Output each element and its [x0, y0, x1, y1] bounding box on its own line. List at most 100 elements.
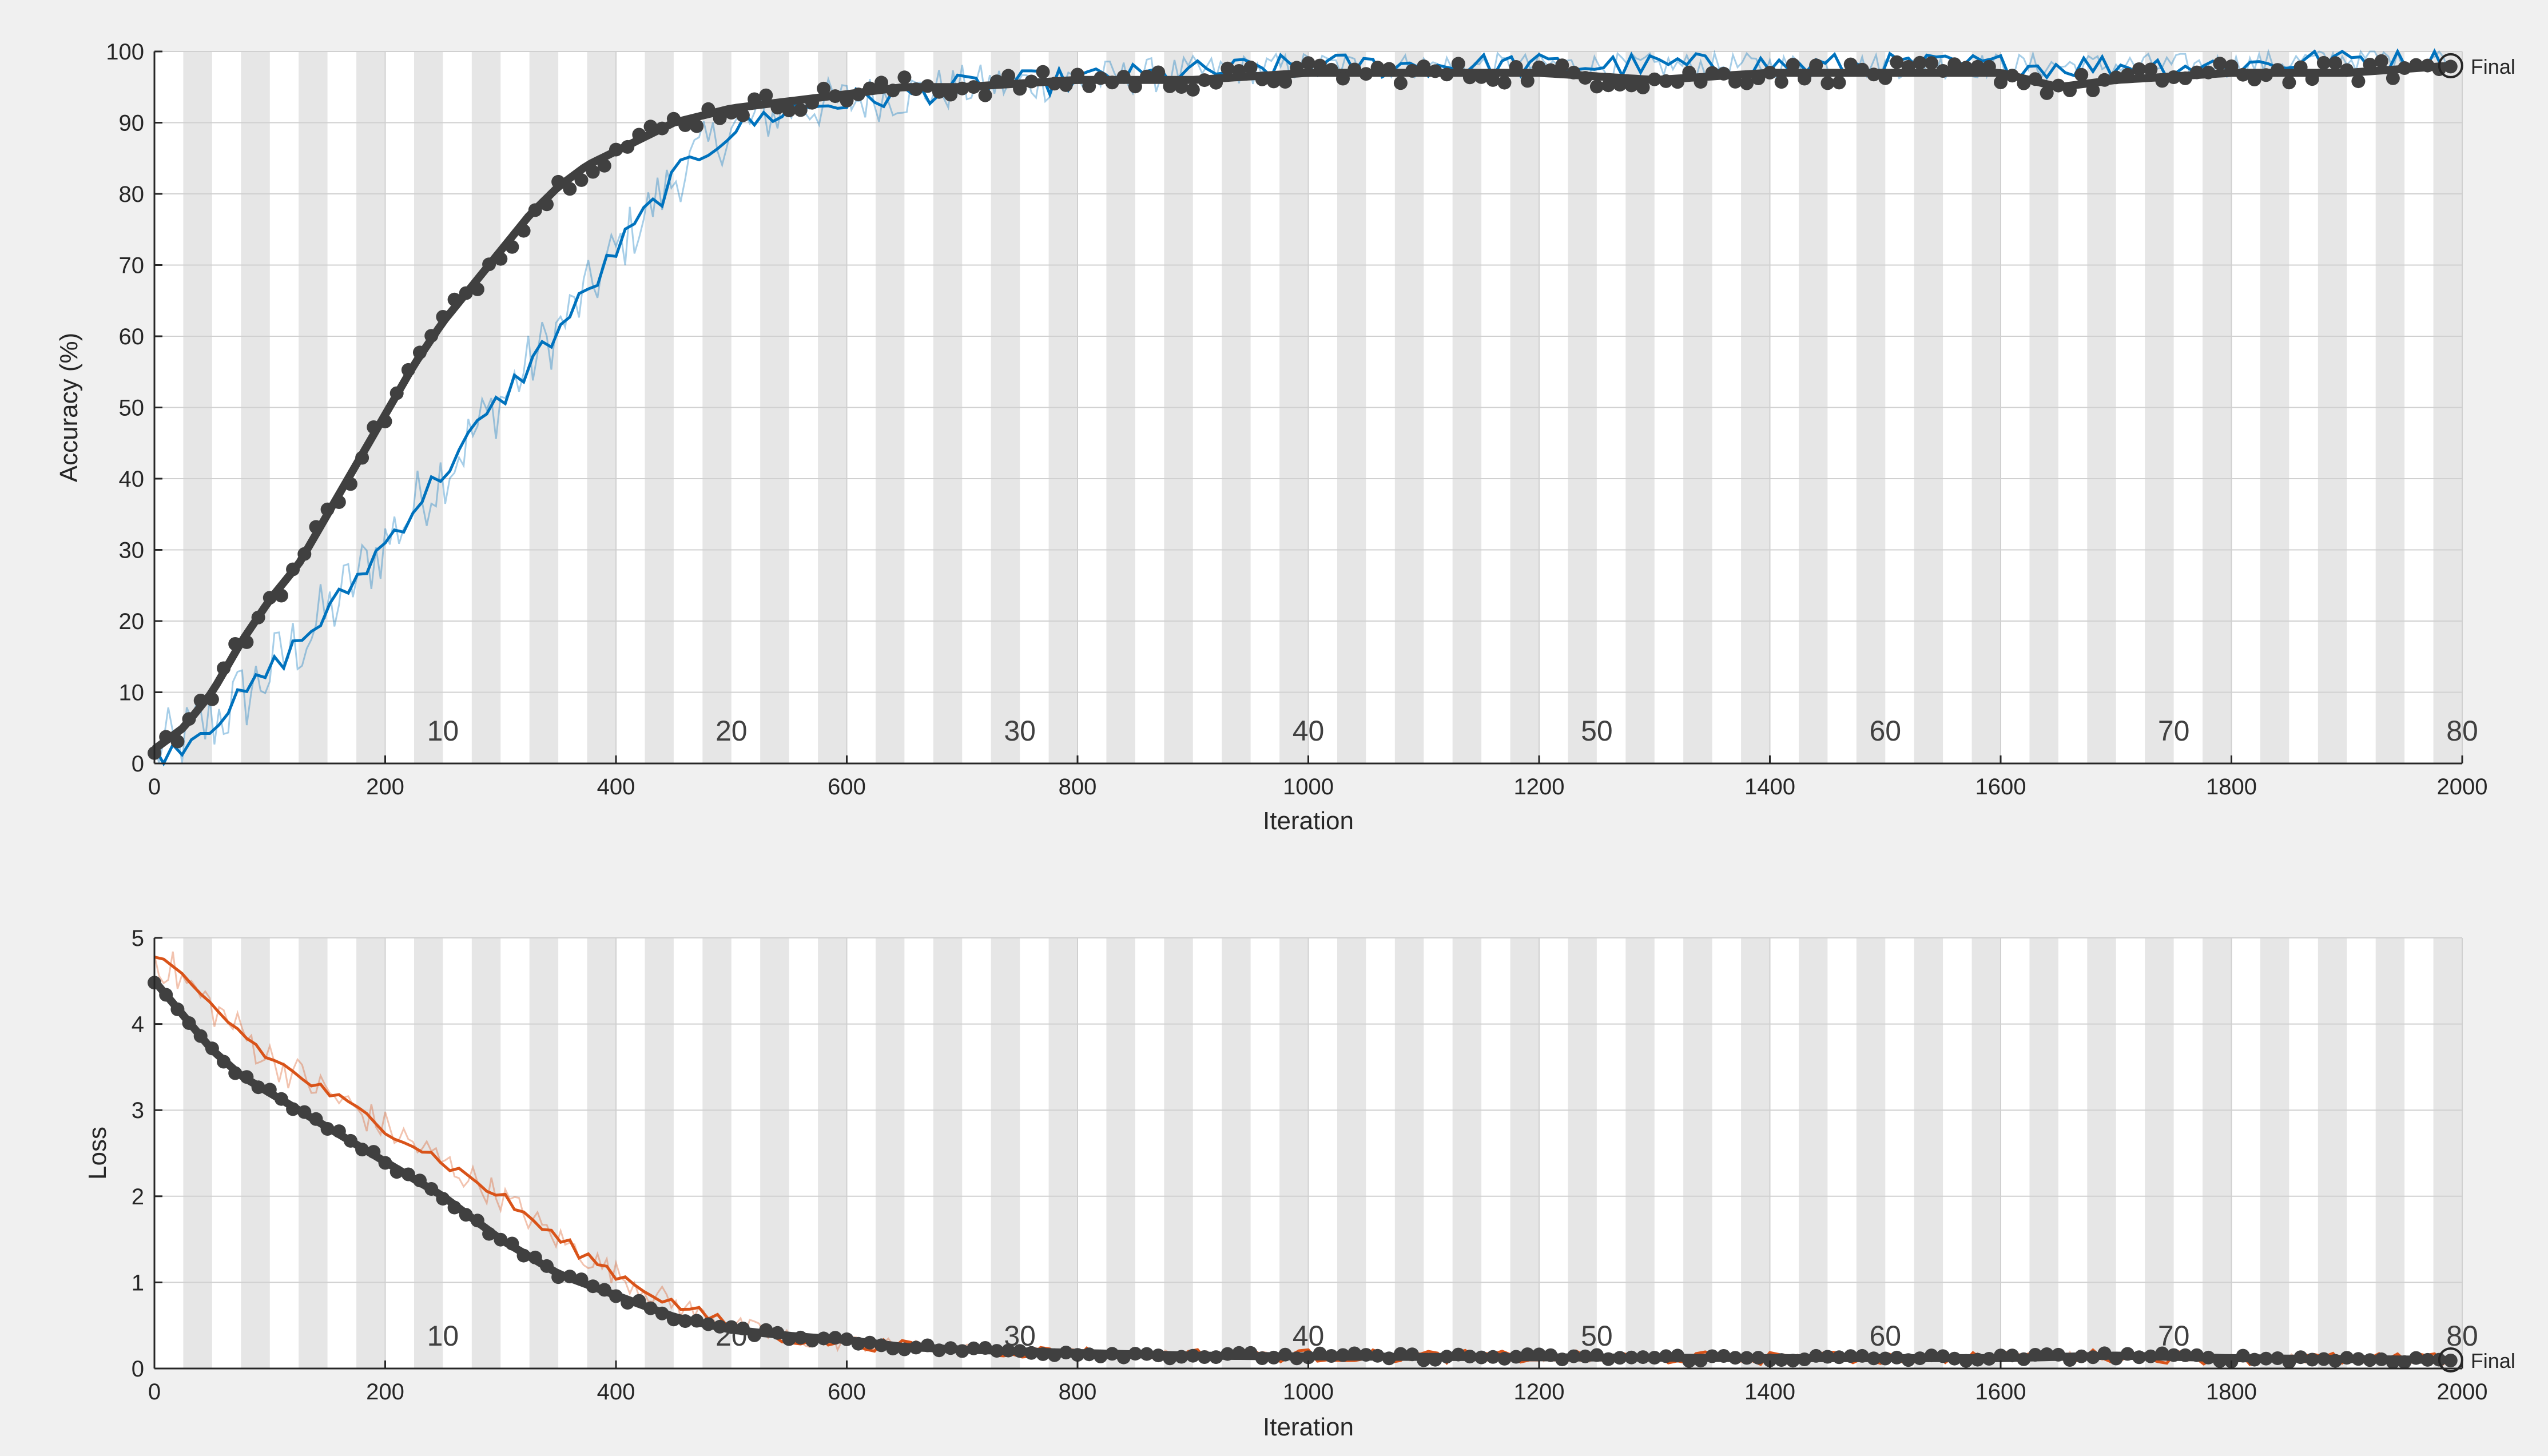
validation-loss-point: [989, 1344, 1004, 1358]
loss-epoch-band: [1741, 938, 1770, 1369]
validation-loss-point: [586, 1279, 600, 1294]
validation-accuracy-point: [1313, 58, 1327, 73]
loss-epoch-band: [702, 938, 732, 1369]
accuracy-x-tick-label: 1800: [2206, 774, 2257, 799]
validation-accuracy-point: [886, 83, 900, 98]
validation-loss-point: [2328, 1354, 2343, 1368]
validation-accuracy-point: [1221, 61, 1235, 75]
loss-epoch-label: 10: [427, 1320, 459, 1352]
validation-loss-point: [1901, 1353, 1915, 1367]
validation-accuracy-point: [459, 286, 473, 300]
validation-accuracy-point: [1959, 61, 1973, 75]
validation-accuracy-point: [2420, 58, 2435, 73]
validation-accuracy-point: [1071, 67, 1084, 82]
validation-loss-point: [505, 1236, 519, 1251]
validation-loss-point: [1867, 1351, 1881, 1366]
validation-accuracy-point: [389, 386, 404, 400]
validation-accuracy-point: [1255, 72, 1269, 86]
validation-loss-point: [2028, 1348, 2042, 1362]
validation-loss-point: [1013, 1344, 1027, 1358]
validation-loss-point: [1128, 1347, 1142, 1361]
validation-loss-point: [424, 1182, 439, 1196]
validation-loss-point: [2190, 1348, 2204, 1362]
validation-loss-point: [1809, 1348, 1823, 1363]
validation-accuracy-point: [1359, 67, 1373, 81]
validation-accuracy-point: [401, 363, 415, 377]
validation-accuracy-point: [309, 520, 323, 534]
validation-loss-point: [1694, 1354, 1708, 1368]
loss-epoch-band: [1971, 938, 2001, 1369]
validation-loss-point: [1647, 1351, 1661, 1365]
loss-epoch-band: [1914, 938, 1943, 1369]
validation-accuracy-point: [2409, 58, 2423, 72]
validation-accuracy-point: [874, 75, 888, 90]
validation-loss-point: [1474, 1350, 1489, 1364]
validation-loss-point: [1186, 1348, 1200, 1363]
validation-accuracy-point: [1913, 55, 1927, 70]
validation-loss-point: [1336, 1348, 1350, 1362]
validation-accuracy-point: [1243, 60, 1258, 74]
validation-accuracy-point: [2074, 67, 2089, 82]
validation-loss-point: [332, 1124, 346, 1139]
validation-loss-point: [805, 1334, 819, 1348]
loss-epoch-band: [471, 938, 501, 1369]
validation-loss-point: [1462, 1350, 1477, 1364]
loss-epoch-band: [1798, 938, 1828, 1369]
validation-accuracy-point: [1174, 80, 1188, 94]
validation-loss-point: [1497, 1351, 1512, 1366]
validation-loss-point: [551, 1270, 566, 1284]
validation-loss-point: [932, 1343, 946, 1358]
validation-accuracy-point: [274, 588, 288, 603]
validation-loss-point: [470, 1214, 484, 1228]
validation-loss-point: [2132, 1350, 2146, 1364]
validation-accuracy-point: [2259, 68, 2273, 82]
validation-accuracy-point: [2316, 55, 2331, 70]
validation-accuracy-point: [1705, 66, 1719, 80]
validation-accuracy-point: [1901, 59, 1915, 74]
validation-accuracy-point: [989, 74, 1004, 89]
validation-accuracy-point: [1370, 61, 1385, 75]
validation-loss-point: [793, 1330, 808, 1344]
validation-accuracy-point: [1140, 69, 1154, 83]
validation-accuracy-point: [332, 495, 346, 509]
validation-accuracy-point: [828, 89, 842, 104]
validation-loss-point: [2051, 1347, 2065, 1362]
validation-accuracy-point: [563, 182, 577, 196]
validation-loss-point: [2386, 1355, 2400, 1369]
loss-epoch-band: [1164, 938, 1193, 1369]
validation-accuracy-point: [1013, 82, 1027, 96]
validation-loss-point: [1197, 1350, 1211, 1364]
validation-loss-point: [159, 988, 173, 1002]
validation-accuracy-point: [701, 102, 715, 116]
validation-loss-point: [528, 1250, 542, 1264]
validation-loss-point: [1417, 1353, 1431, 1367]
validation-loss-point: [2155, 1346, 2169, 1360]
loss-epoch-label: 50: [1581, 1320, 1613, 1352]
validation-loss-point: [1589, 1348, 1604, 1362]
accuracy-y-tick-label: 20: [119, 609, 145, 634]
validation-loss-point: [389, 1165, 404, 1179]
loss-epoch-band: [2433, 938, 2462, 1369]
validation-accuracy-point: [770, 101, 785, 115]
validation-loss-point: [2144, 1349, 2158, 1363]
validation-accuracy-point: [1186, 82, 1200, 97]
validation-accuracy-point: [1428, 64, 1442, 78]
validation-loss-point: [1001, 1343, 1015, 1358]
validation-accuracy-point: [1786, 58, 1800, 72]
validation-loss-point: [1209, 1350, 1223, 1364]
validation-loss-point: [459, 1208, 473, 1222]
validation-loss-point: [217, 1055, 231, 1069]
validation-loss-point: [609, 1289, 623, 1303]
loss-epoch-band: [1625, 938, 1655, 1369]
validation-loss-point: [1036, 1347, 1050, 1361]
validation-accuracy-point: [1497, 75, 1512, 90]
validation-accuracy-point: [632, 128, 646, 142]
validation-loss-point: [1820, 1350, 1835, 1364]
validation-loss-point: [1682, 1354, 1696, 1368]
validation-accuracy-point: [2097, 73, 2112, 87]
validation-loss-point: [759, 1323, 773, 1337]
accuracy-epoch-label: 60: [1869, 715, 1901, 747]
validation-accuracy-point: [2144, 62, 2158, 77]
accuracy-y-tick-label: 30: [119, 538, 145, 563]
